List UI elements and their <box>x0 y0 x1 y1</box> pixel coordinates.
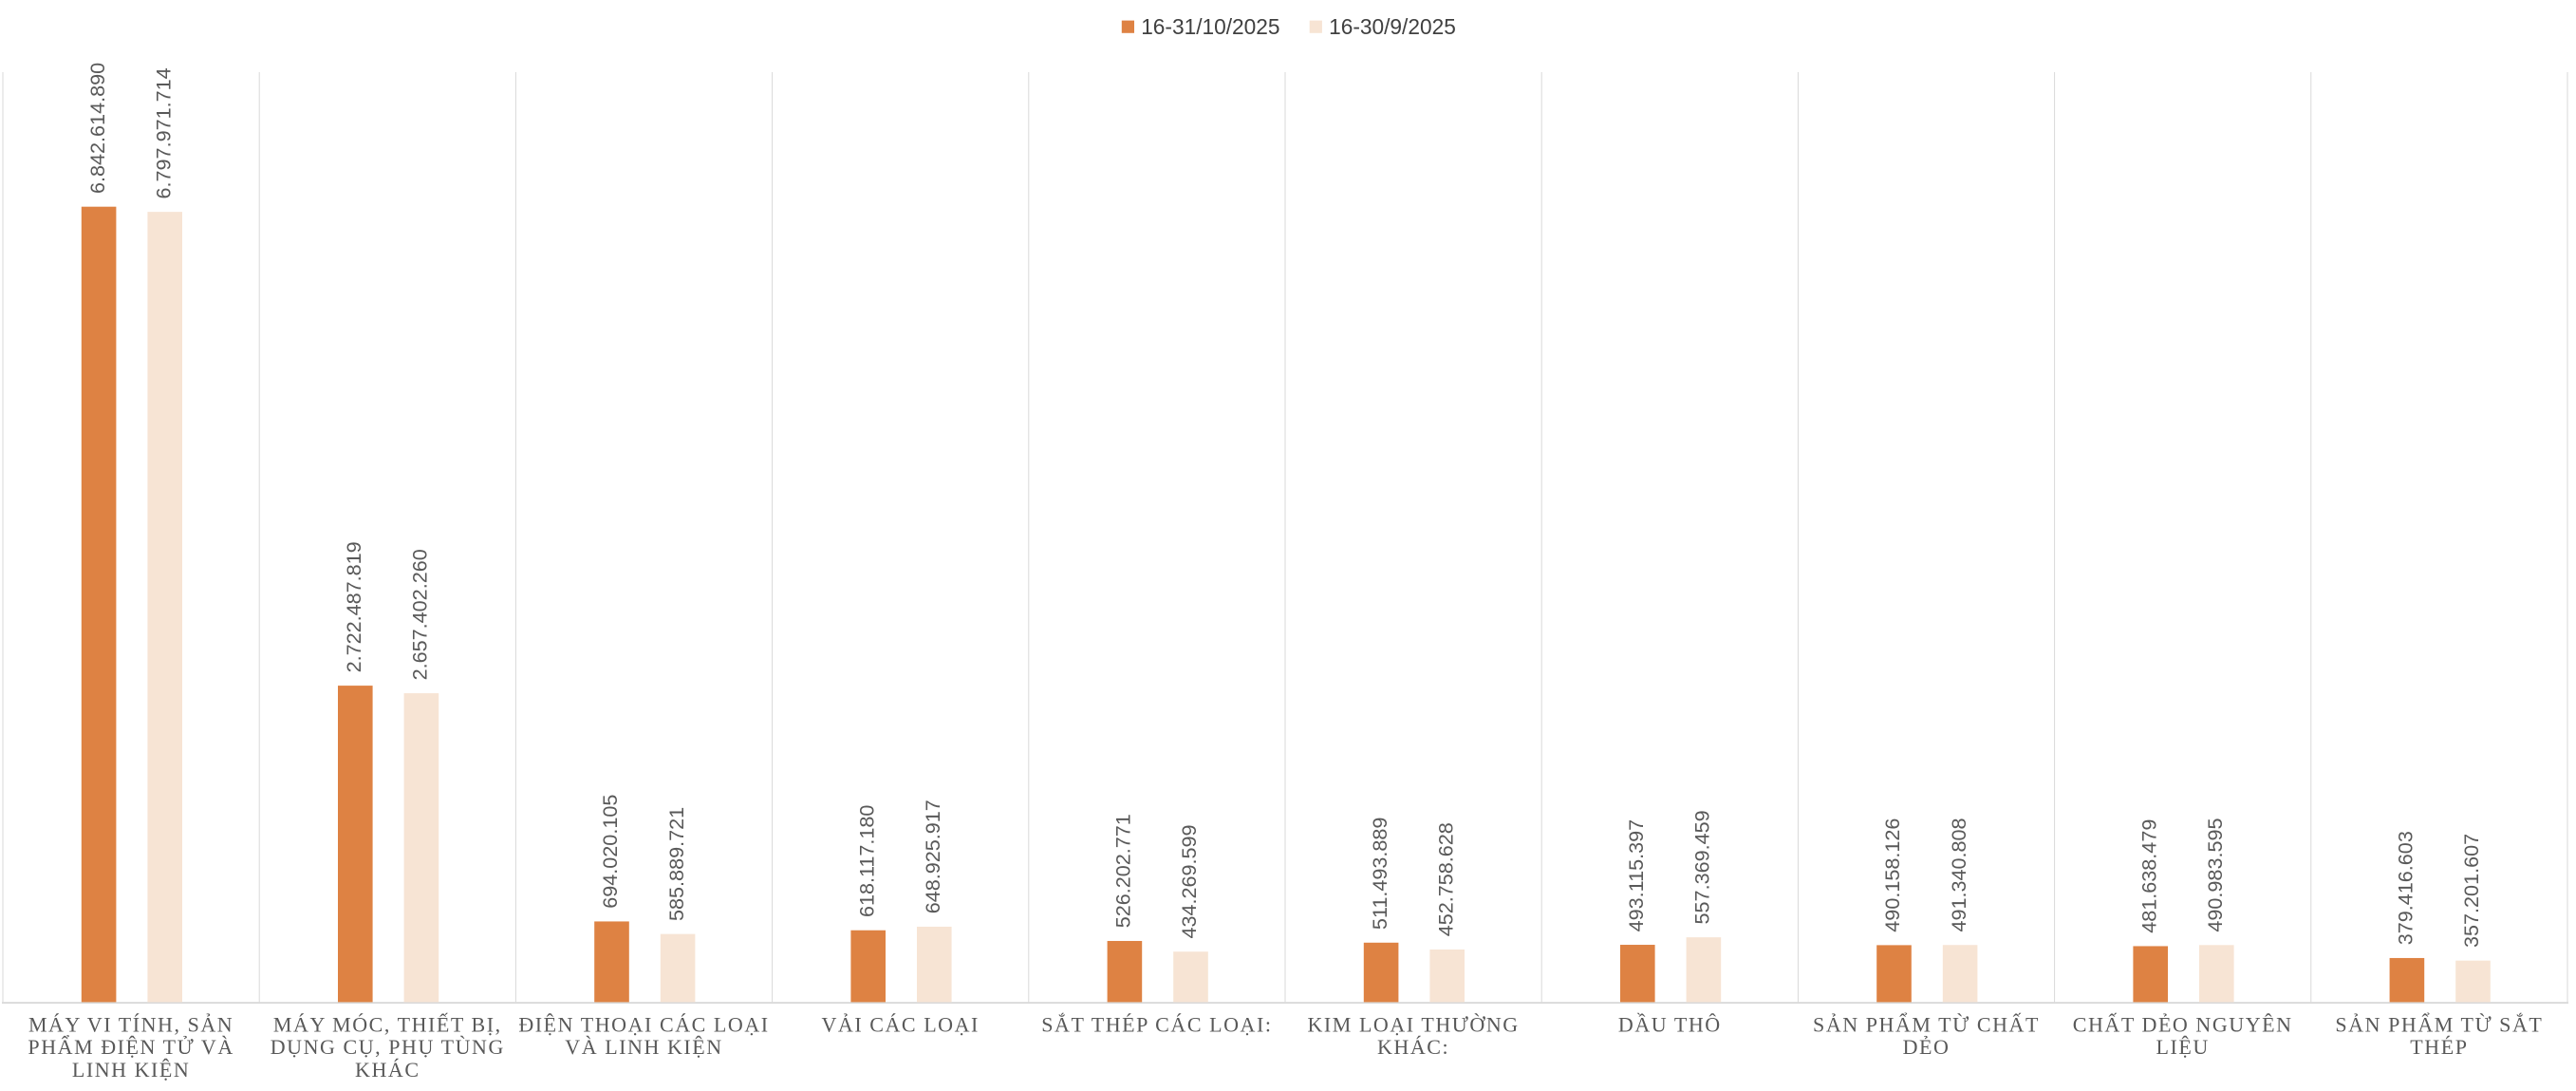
svg-text:585.889.721: 585.889.721 <box>664 807 688 921</box>
svg-text:VẢI CÁC LOẠI: VẢI CÁC LOẠI <box>821 1013 979 1037</box>
svg-text:434.269.599: 434.269.599 <box>1177 824 1201 938</box>
svg-text:357.201.607: 357.201.607 <box>2459 834 2483 948</box>
svg-text:KIM LOẠI THƯỜNG: KIM LOẠI THƯỜNG <box>1307 1013 1519 1037</box>
svg-text:490.158.126: 490.158.126 <box>1880 818 1904 932</box>
svg-text:379.416.603: 379.416.603 <box>2394 831 2417 945</box>
svg-text:511.493.889: 511.493.889 <box>1368 818 1391 930</box>
svg-text:DỤNG CỤ, PHỤ TÙNG: DỤNG CỤ, PHỤ TÙNG <box>271 1035 505 1059</box>
svg-text:DẦU THÔ: DẦU THÔ <box>1618 1013 1722 1037</box>
svg-text:490.983.595: 490.983.595 <box>2203 818 2227 931</box>
svg-text:526.202.771: 526.202.771 <box>1111 814 1135 928</box>
svg-text:481.638.479: 481.638.479 <box>2137 819 2160 933</box>
svg-text:452.758.628: 452.758.628 <box>1433 822 1457 936</box>
svg-text:2.722.487.819: 2.722.487.819 <box>342 541 365 672</box>
svg-text:557.369.459: 557.369.459 <box>1690 810 1714 924</box>
svg-text:618.117.180: 618.117.180 <box>854 805 878 917</box>
svg-text:694.020.105: 694.020.105 <box>598 795 622 909</box>
svg-text:MÁY MÓC, THIẾT BỊ,: MÁY MÓC, THIẾT BỊ, <box>273 1013 502 1037</box>
svg-text:2.657.402.260: 2.657.402.260 <box>408 549 432 680</box>
svg-text:THÉP: THÉP <box>2410 1035 2468 1059</box>
svg-text:SẢN PHẨM TỪ CHẤT: SẢN PHẨM TỪ CHẤT <box>1813 1013 2040 1037</box>
svg-text:6.842.614.890: 6.842.614.890 <box>85 63 109 194</box>
svg-text:SẢN PHẨM TỪ SẮT: SẢN PHẨM TỪ SẮT <box>2335 1013 2543 1037</box>
svg-text:KHÁC:: KHÁC: <box>1377 1035 1449 1059</box>
svg-text:MÁY VI TÍNH, SẢN: MÁY VI TÍNH, SẢN <box>28 1013 233 1037</box>
svg-text:DẺO: DẺO <box>1903 1035 1951 1059</box>
svg-text:16-31/10/2025: 16-31/10/2025 <box>1141 14 1279 39</box>
svg-text:ĐIỆN THOẠI CÁC LOẠI: ĐIỆN THOẠI CÁC LOẠI <box>518 1013 769 1037</box>
svg-text:PHẨM ĐIỆN TỬ VÀ: PHẨM ĐIỆN TỬ VÀ <box>28 1035 233 1059</box>
svg-text:491.340.808: 491.340.808 <box>1947 818 1970 931</box>
svg-text:KHÁC: KHÁC <box>355 1058 420 1082</box>
svg-text:CHẤT DẺO NGUYÊN: CHẤT DẺO NGUYÊN <box>2073 1013 2293 1037</box>
svg-text:648.925.917: 648.925.917 <box>921 799 944 913</box>
svg-text:LINH KIỆN: LINH KIỆN <box>72 1058 191 1082</box>
svg-text:LIỆU: LIỆU <box>2156 1035 2210 1059</box>
svg-text:SẮT THÉP CÁC LOẠI:: SẮT THÉP CÁC LOẠI: <box>1041 1013 1272 1037</box>
svg-text:493.115.397: 493.115.397 <box>1624 819 1648 931</box>
svg-text:16-30/9/2025: 16-30/9/2025 <box>1329 14 1456 39</box>
svg-text:6.797.971.714: 6.797.971.714 <box>151 67 175 198</box>
svg-text:VÀ LINH KIỆN: VÀ LINH KIỆN <box>565 1035 722 1059</box>
